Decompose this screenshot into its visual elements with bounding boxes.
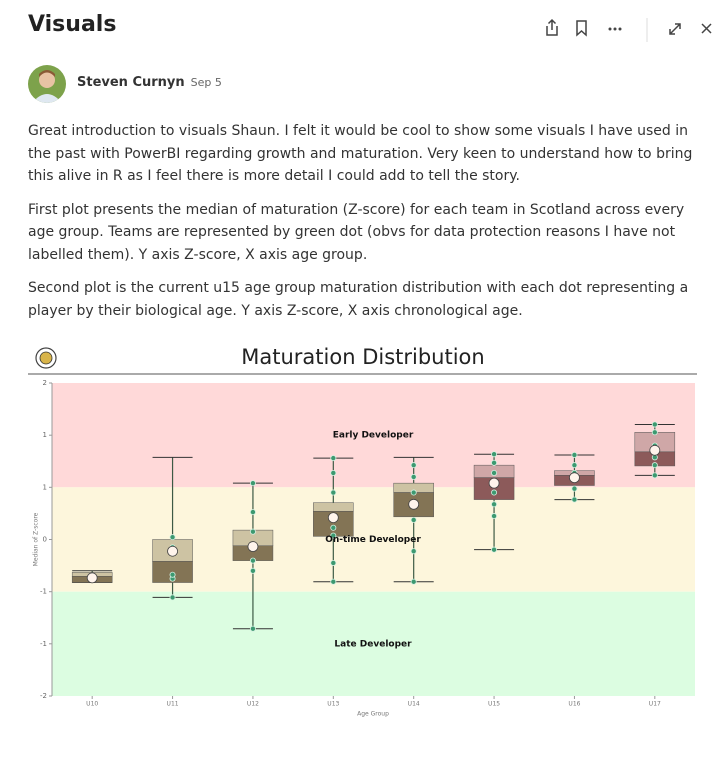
team-dot: [410, 489, 417, 496]
more-icon[interactable]: [608, 27, 622, 31]
team-dot: [651, 462, 658, 469]
x-tick-label: U12: [247, 701, 259, 708]
team-dot: [249, 480, 256, 487]
post-title: Visuals: [28, 12, 117, 37]
x-tick-label: U14: [408, 701, 420, 708]
team-dot: [330, 532, 337, 539]
team-dot: [491, 451, 498, 458]
chart-title: Maturation Distribution: [241, 345, 484, 369]
team-dot: [410, 578, 417, 585]
expand-icon[interactable]: [669, 23, 681, 35]
team-dot: [491, 513, 498, 520]
x-tick-label: U11: [167, 701, 179, 708]
team-dot: [330, 489, 337, 496]
team-dot: [330, 524, 337, 531]
team-dot: [571, 462, 578, 469]
y-tick-label: 2: [43, 379, 47, 387]
close-icon[interactable]: [701, 23, 712, 34]
team-dot: [330, 578, 337, 585]
x-tick-label: U10: [86, 701, 98, 708]
share-icon[interactable]: [546, 18, 558, 36]
paragraph: Great introduction to visuals Shaun. I f…: [28, 123, 693, 184]
team-dot: [491, 501, 498, 508]
y-tick-label: 0: [43, 536, 47, 544]
team-dot: [169, 571, 176, 578]
team-dot: [410, 462, 417, 469]
team-dot: [491, 489, 498, 496]
mean-marker: [86, 572, 98, 584]
team-dot: [571, 485, 578, 492]
team-dot: [491, 546, 498, 553]
team-dot: [330, 469, 337, 476]
x-tick-label: U17: [649, 701, 661, 708]
bookmark-icon[interactable]: [576, 20, 587, 37]
team-dot: [491, 459, 498, 466]
x-axis-label: Age Group: [357, 711, 389, 718]
team-dot: [571, 496, 578, 503]
author-name[interactable]: Steven Curnyn: [77, 75, 185, 90]
zone-label: Early Developer: [333, 431, 414, 441]
y-tick-label: 1: [43, 483, 47, 491]
paragraph: Second plot is the current u15 age group…: [28, 280, 689, 319]
post-date: Sep 5: [190, 76, 222, 89]
box-lower: [473, 477, 515, 500]
team-dot: [491, 469, 498, 476]
team-dot: [410, 548, 417, 555]
team-dot: [169, 594, 176, 601]
toolbar-icons: [546, 18, 712, 42]
mean-marker: [167, 545, 178, 557]
box-upper: [313, 502, 354, 512]
mean-marker: [327, 512, 339, 523]
team-dot: [249, 528, 256, 535]
mean-marker: [649, 444, 661, 456]
x-tick-label: U16: [568, 701, 580, 708]
zone-label: On-time Developer: [325, 535, 421, 545]
chart: Maturation Distribution 2 1 1 0 -1 -1 -2 Median…: [28, 345, 697, 718]
y-tick-label: -1: [40, 588, 47, 596]
avatar[interactable]: [28, 65, 66, 103]
zone-label: Late Developer: [334, 639, 412, 649]
team-dot: [410, 516, 417, 523]
y-tick-label: 1: [43, 431, 47, 439]
x-tick-label: U13: [327, 701, 339, 708]
team-dot: [249, 509, 256, 516]
mean-marker: [408, 498, 420, 510]
mean-marker: [488, 477, 500, 489]
team-dot: [330, 559, 337, 566]
team-dot: [330, 455, 337, 462]
team-dot: [249, 557, 256, 564]
team-dot: [249, 567, 256, 574]
crest: [35, 347, 57, 369]
team-dot: [169, 534, 176, 541]
team-dot: [651, 472, 658, 479]
y-tick-label: -2: [40, 692, 47, 700]
post-body: Great introduction to visuals Shaun. I f…: [28, 120, 704, 333]
zone-band: [52, 591, 695, 696]
team-dot: [651, 429, 658, 436]
zone-band: [52, 383, 695, 488]
mean-marker: [247, 541, 259, 552]
team-dot: [410, 473, 417, 480]
team-dot: [651, 421, 658, 428]
team-dot: [571, 451, 578, 458]
paragraph: First plot presents the median of matura…: [28, 201, 685, 263]
x-tick-label: U15: [488, 701, 500, 708]
mean-marker: [569, 472, 580, 484]
y-axis-label: Median of Z-score: [33, 512, 40, 566]
y-tick-label: -1: [40, 640, 47, 648]
team-dot: [249, 625, 256, 632]
